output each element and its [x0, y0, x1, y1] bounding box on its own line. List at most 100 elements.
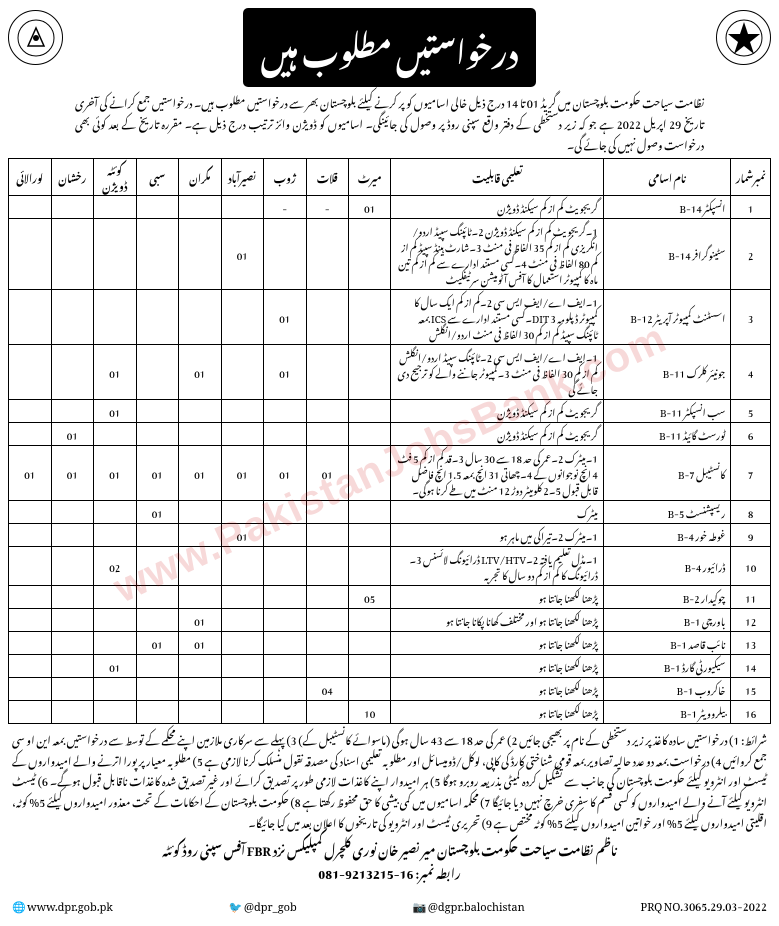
cell-district: 04	[306, 677, 348, 700]
col-d3: ژوب	[264, 158, 306, 195]
cell-name: غوطہ خور B-4	[603, 523, 730, 546]
footer-twitter: 🐦 @dpr_gob	[229, 890, 297, 918]
cell-district	[306, 654, 348, 677]
cell-district	[348, 289, 390, 344]
cell-district	[94, 608, 136, 631]
cell-district	[264, 422, 306, 445]
cell-district	[221, 422, 263, 445]
cell-district	[94, 631, 136, 654]
cell-district	[51, 546, 93, 585]
col-d1: میرٹ	[348, 158, 390, 195]
cell-qualification: میٹرک	[391, 500, 603, 523]
cell-district	[94, 523, 136, 546]
cell-district: 01	[179, 631, 221, 654]
cell-qualification: پڑھنا لکھنا جانتا ہو اور مختلف کھانا پکا…	[391, 608, 603, 631]
col-d9: لورالائی	[9, 158, 52, 195]
cell-district	[136, 218, 178, 289]
cell-district	[136, 546, 178, 585]
col-qual: تعلیمی قابلیت	[391, 158, 603, 195]
cell-district: 01	[264, 445, 306, 500]
cell-district: 01	[136, 631, 178, 654]
cell-qualification: 1۔میٹرک 2۔عمر کی حد 18 سے 30 سال 3۔قد کم…	[391, 445, 603, 500]
cell-district	[348, 500, 390, 523]
cell-district	[306, 523, 348, 546]
cell-district	[348, 631, 390, 654]
cell-sno: 12	[731, 608, 771, 631]
cell-qualification: گریجویٹ کم از کم سیکنڈ ڈویژن	[391, 422, 603, 445]
cell-district	[51, 195, 93, 218]
cell-district: 01	[179, 445, 221, 500]
cell-sno: 9	[731, 523, 771, 546]
cell-district	[221, 677, 263, 700]
cell-district	[179, 700, 221, 723]
cell-name: بیلروویٹر B-1	[603, 700, 730, 723]
cell-district	[264, 546, 306, 585]
cell-district: 01	[9, 445, 52, 500]
cell-district: 01	[94, 445, 136, 500]
cell-name: سب انسپکٹر B-11	[603, 399, 730, 422]
table-row: 10ڈرائیور B-41۔مڈل تعلیم یافتہ 2۔LTV/HTV…	[9, 546, 771, 585]
cell-district	[9, 500, 52, 523]
col-d2: قلات	[306, 158, 348, 195]
cell-district	[221, 654, 263, 677]
cell-district	[306, 700, 348, 723]
cell-district	[136, 654, 178, 677]
cell-district	[179, 546, 221, 585]
cell-sno: 10	[731, 546, 771, 585]
cell-district	[94, 195, 136, 218]
terms-conditions: شرائط: 1) درخواستیں سادہ کاغذ پر زیر دست…	[8, 728, 771, 832]
cell-district	[51, 608, 93, 631]
cell-district	[51, 677, 93, 700]
table-row: 16بیلروویٹر B-1پڑھنا لکھنا جانتا ہو10	[9, 700, 771, 723]
cell-sno: 2	[731, 218, 771, 289]
cell-name: سٹینوگرافر B-14	[603, 218, 730, 289]
cell-district	[136, 344, 178, 399]
cell-qualification: 1۔ایف اے/ایف ایس سی 2۔ٹائپنگ سپیڈ اردو/ا…	[391, 344, 603, 399]
footer: 🌐 www.dpr.gob.pk 🐦 @dpr_gob 📷 @dgpr.balo…	[8, 890, 771, 918]
cell-name: اسسٹنٹ کمپیوٹر آپریٹر B-12	[603, 289, 730, 344]
cell-district	[306, 585, 348, 608]
col-d7: کوئٹہ ڈویژن	[94, 158, 136, 195]
cell-district	[306, 344, 348, 399]
cell-sno: 6	[731, 422, 771, 445]
cell-district	[221, 546, 263, 585]
cell-sno: 8	[731, 500, 771, 523]
cell-district: 01	[136, 500, 178, 523]
cell-district	[348, 218, 390, 289]
cell-district	[179, 585, 221, 608]
cell-district	[221, 585, 263, 608]
cell-district: 05	[348, 585, 390, 608]
cell-district	[221, 608, 263, 631]
cell-name: باورچی B-1	[603, 608, 730, 631]
cell-district	[348, 399, 390, 422]
cell-name: ڈرائیور B-4	[603, 546, 730, 585]
cell-district	[221, 399, 263, 422]
cell-district	[94, 422, 136, 445]
cell-district	[264, 677, 306, 700]
cell-district	[51, 585, 93, 608]
cell-district: 01	[348, 195, 390, 218]
cell-district	[348, 608, 390, 631]
title-block: درخواستیں مطلوب ہیں نظامت سیاحت حکومت بل…	[63, 8, 716, 154]
instagram-icon: 📷	[413, 890, 428, 918]
header: درخواستیں مطلوب ہیں نظامت سیاحت حکومت بل…	[8, 8, 771, 154]
table-row: 3اسسٹنٹ کمپیوٹر آپریٹر B-121۔ایف اے/ایف …	[9, 289, 771, 344]
cell-name: خاکروب B-1	[603, 677, 730, 700]
cell-district	[94, 677, 136, 700]
cell-name: چوکیدار B-2	[603, 585, 730, 608]
cell-district	[179, 654, 221, 677]
table-row: 1انسپکٹر B-14گریجویٹ کم از کم سیکنڈ ڈویژ…	[9, 195, 771, 218]
cell-sno: 4	[731, 344, 771, 399]
cell-district	[179, 289, 221, 344]
cell-district	[348, 445, 390, 500]
cell-sno: 1	[731, 195, 771, 218]
cell-district	[136, 422, 178, 445]
cell-district: 01	[221, 218, 263, 289]
cell-qualification: پڑھنا لکھنا جانتا ہو	[391, 585, 603, 608]
cell-qualification: 1۔گریجویٹ کم از کم سیکنڈ ڈویژن 2۔ٹائپنگ …	[391, 218, 603, 289]
cell-district	[348, 344, 390, 399]
main-title: درخواستیں مطلوب ہیں	[243, 8, 537, 87]
footer-instagram: 📷 @dgpr.balochistan	[413, 890, 525, 918]
cell-district	[136, 677, 178, 700]
cell-sno: 13	[731, 631, 771, 654]
